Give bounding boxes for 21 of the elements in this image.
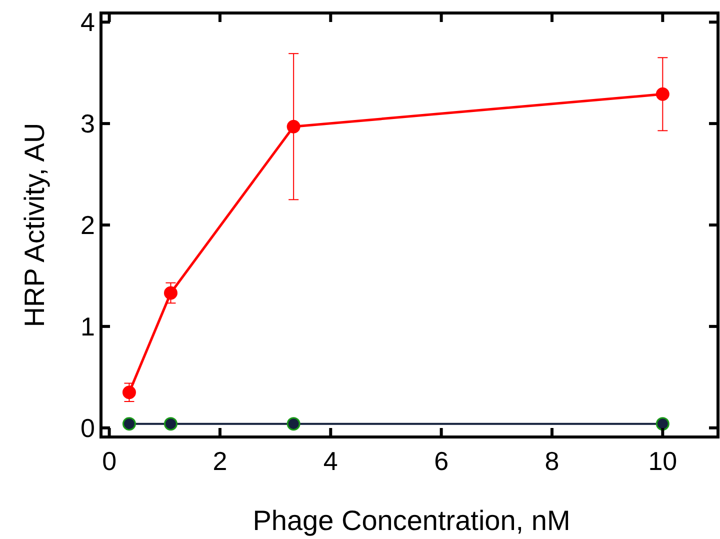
point [164,417,178,431]
point [656,417,670,431]
point [286,120,300,134]
x-axis-title: Phage Concentration, nM [252,505,570,536]
y-tick-label: 0 [80,412,95,443]
y-tick-label: 2 [80,210,95,240]
y-tick-label: 4 [80,7,95,38]
y-tick-label: 1 [80,311,95,342]
x-tick-label: 0 [102,446,117,476]
point [656,87,670,101]
x-tick-label: 10 [648,446,678,476]
point [122,417,136,431]
y-axis-title: HRP Activity, AU [19,122,50,328]
x-tick-label: 8 [544,446,560,476]
x-tick-label: 2 [212,446,228,476]
x-tick-label: 4 [323,446,338,476]
point [286,417,300,431]
y-tick-label: 3 [80,108,95,139]
x-tick-label: 6 [434,446,449,476]
point [164,286,178,300]
point [122,386,136,400]
